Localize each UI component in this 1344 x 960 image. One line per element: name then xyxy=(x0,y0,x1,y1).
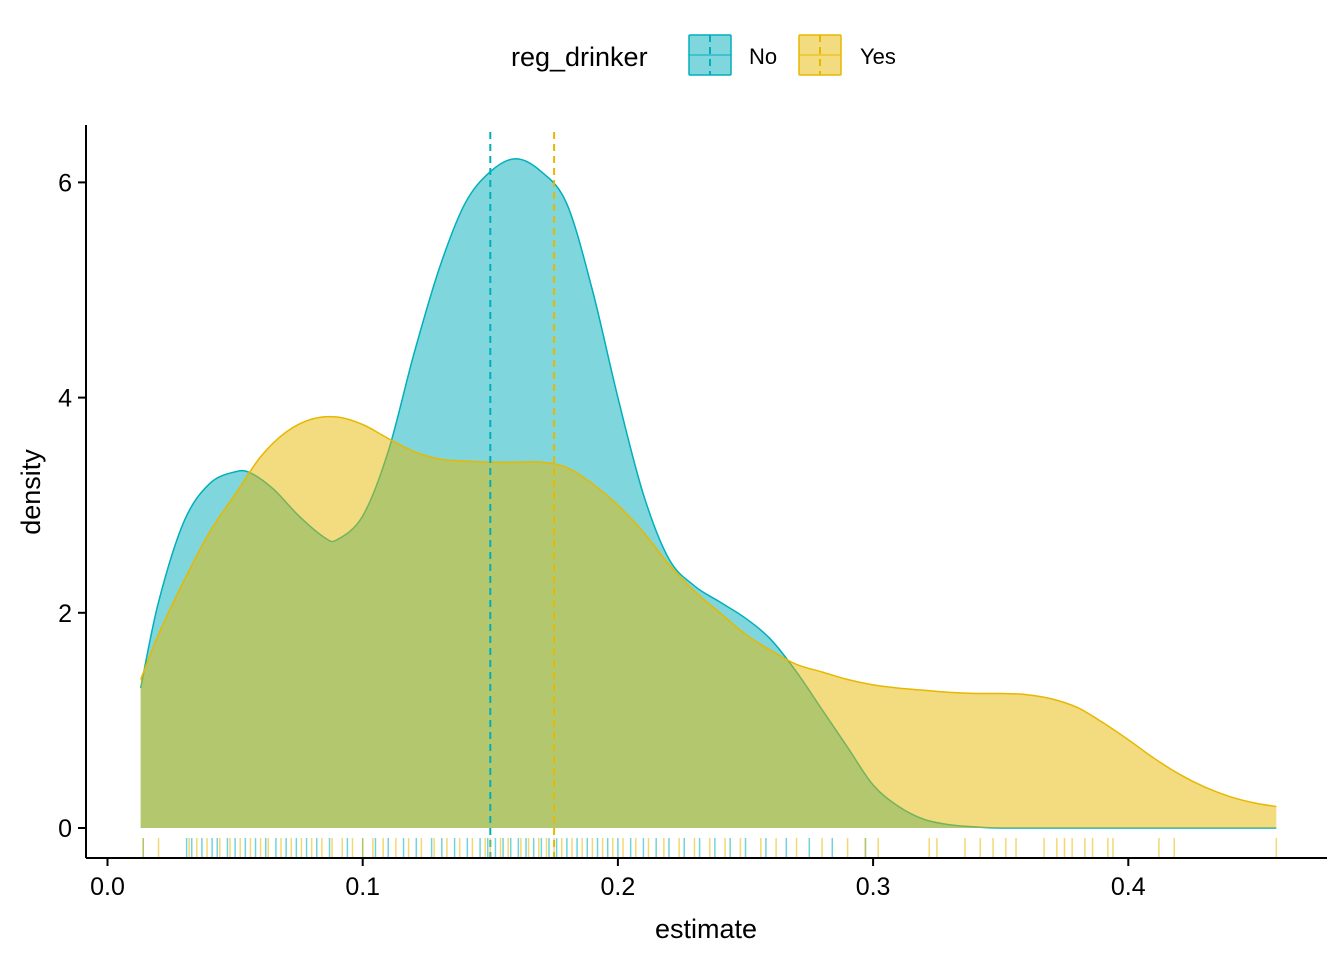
y-tick-label: 4 xyxy=(58,385,72,413)
legend-label-no: No xyxy=(749,44,777,69)
legend-title: reg_drinker xyxy=(511,42,648,72)
y-axis-title: density xyxy=(16,449,46,535)
x-axis-ticks: 0.0 0.1 0.2 0.3 0.4 xyxy=(90,858,1146,901)
legend-item-yes: Yes xyxy=(798,34,896,76)
y-axis-ticks: 0 2 4 6 xyxy=(58,169,86,843)
x-axis-title: estimate xyxy=(655,914,757,944)
x-tick-label: 0.0 xyxy=(90,873,125,901)
legend-item-no: No xyxy=(688,34,777,76)
legend: reg_drinker No Yes xyxy=(511,34,896,76)
density-areas xyxy=(139,157,1277,829)
mean-lines xyxy=(489,132,556,858)
x-tick-label: 0.1 xyxy=(345,873,380,901)
y-tick-label: 6 xyxy=(58,169,72,197)
x-tick-label: 0.2 xyxy=(601,873,636,901)
y-tick-label: 0 xyxy=(58,815,72,843)
legend-label-yes: Yes xyxy=(860,44,896,69)
density-line-yes xyxy=(139,415,1277,808)
x-tick-label: 0.4 xyxy=(1111,873,1146,901)
y-tick-label: 2 xyxy=(58,600,72,628)
rug-marks xyxy=(142,838,1278,858)
density-area-yes xyxy=(140,416,1277,828)
x-tick-label: 0.3 xyxy=(856,873,891,901)
